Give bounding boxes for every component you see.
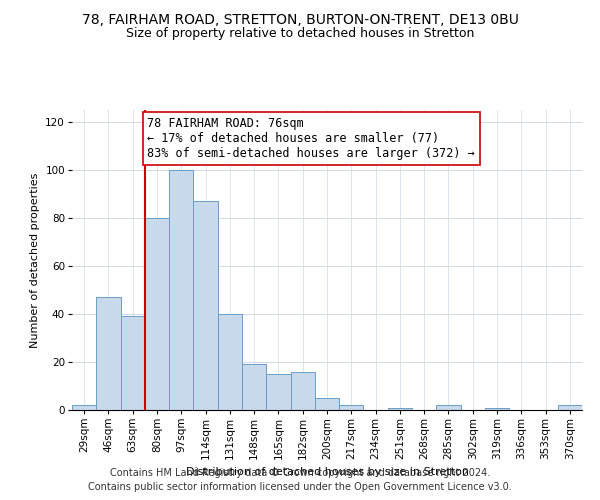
Y-axis label: Number of detached properties: Number of detached properties	[30, 172, 40, 348]
Bar	[315, 398, 339, 410]
Bar	[558, 405, 582, 410]
Bar	[339, 405, 364, 410]
Text: Size of property relative to detached houses in Stretton: Size of property relative to detached ho…	[126, 28, 474, 40]
Bar	[145, 218, 169, 410]
Bar	[388, 408, 412, 410]
Bar	[121, 316, 145, 410]
Bar	[242, 364, 266, 410]
Bar	[485, 408, 509, 410]
Bar	[266, 374, 290, 410]
Bar	[96, 297, 121, 410]
Text: Contains public sector information licensed under the Open Government Licence v3: Contains public sector information licen…	[88, 482, 512, 492]
Text: Contains HM Land Registry data © Crown copyright and database right 2024.: Contains HM Land Registry data © Crown c…	[110, 468, 490, 477]
Text: 78 FAIRHAM ROAD: 76sqm
← 17% of detached houses are smaller (77)
83% of semi-det: 78 FAIRHAM ROAD: 76sqm ← 17% of detached…	[147, 117, 475, 160]
Bar	[72, 405, 96, 410]
Bar	[169, 170, 193, 410]
Bar	[218, 314, 242, 410]
Bar	[436, 405, 461, 410]
Bar	[193, 201, 218, 410]
Text: 78, FAIRHAM ROAD, STRETTON, BURTON-ON-TRENT, DE13 0BU: 78, FAIRHAM ROAD, STRETTON, BURTON-ON-TR…	[82, 12, 518, 26]
Bar	[290, 372, 315, 410]
X-axis label: Distribution of detached houses by size in Stretton: Distribution of detached houses by size …	[185, 468, 469, 477]
